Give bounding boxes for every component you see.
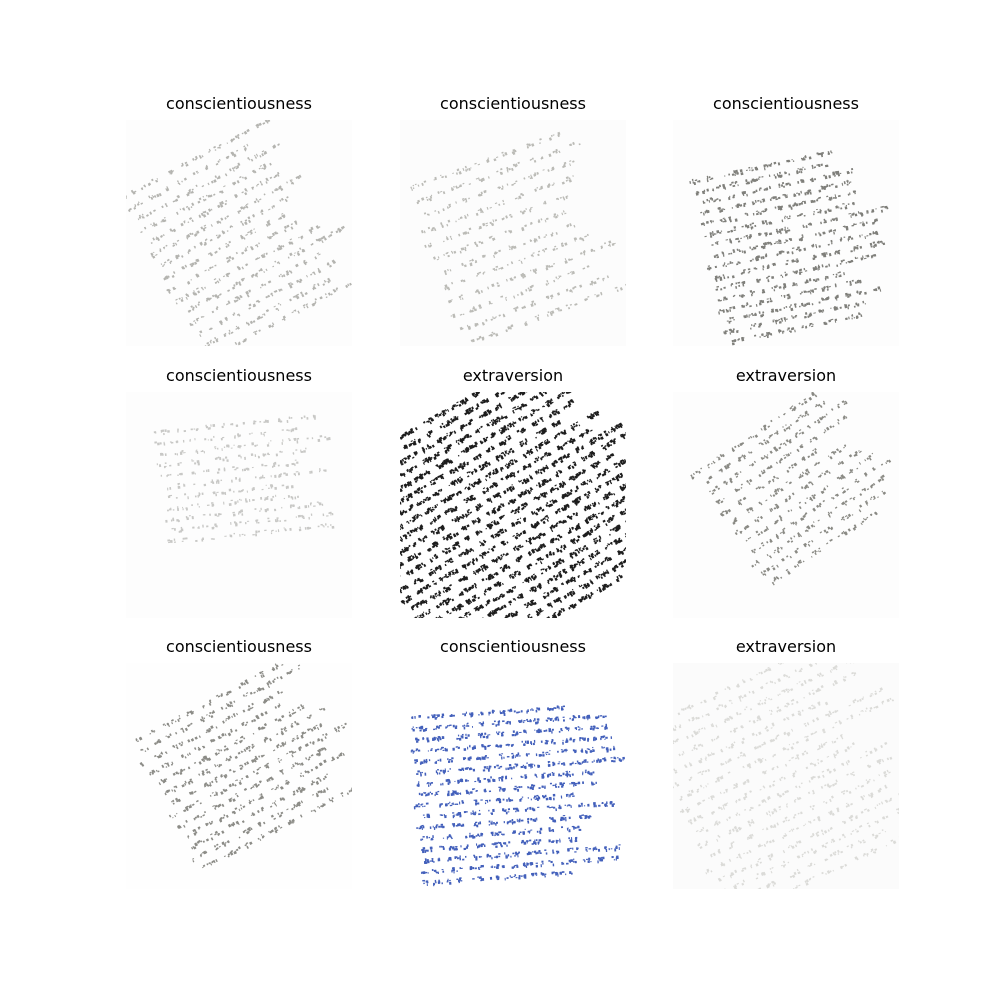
handwriting-lines [126,120,352,346]
handwriting-lines [690,392,892,586]
panel-title: conscientiousness [440,94,586,113]
panel-title: conscientiousness [166,94,312,113]
handwriting-sample-image [673,663,899,889]
panel-title: extraversion [462,366,564,385]
panel-title: conscientiousness [166,637,312,656]
handwriting-lines [135,663,352,869]
panel-title: extraversion [735,366,837,385]
handwriting-lines [410,705,625,887]
handwriting-texture [400,392,626,618]
panel-title: conscientiousness [440,637,586,656]
handwriting-lines [153,414,335,544]
handwriting-texture [135,663,352,869]
handwriting-texture [689,150,889,346]
panel-title: conscientiousness [713,94,859,113]
handwriting-texture [673,663,899,889]
handwriting-texture [153,414,335,544]
handwriting-texture [410,131,626,343]
handwriting-sample-image [673,120,899,346]
handwriting-lines [673,663,899,889]
handwriting-sample-image [400,663,626,889]
handwriting-texture [410,705,625,887]
panel-title: extraversion [735,637,837,656]
handwriting-sample-image [126,392,352,618]
handwriting-texture [126,120,352,346]
handwriting-sample-image [673,392,899,618]
handwriting-sample-image [126,120,352,346]
handwriting-lines [689,150,889,346]
handwriting-sample-image [400,392,626,618]
handwriting-sample-image [400,120,626,346]
handwriting-sample-image [126,663,352,889]
panel-title: conscientiousness [166,366,312,385]
handwriting-texture [690,392,892,586]
handwriting-lines [400,392,626,618]
handwriting-lines [410,131,626,343]
